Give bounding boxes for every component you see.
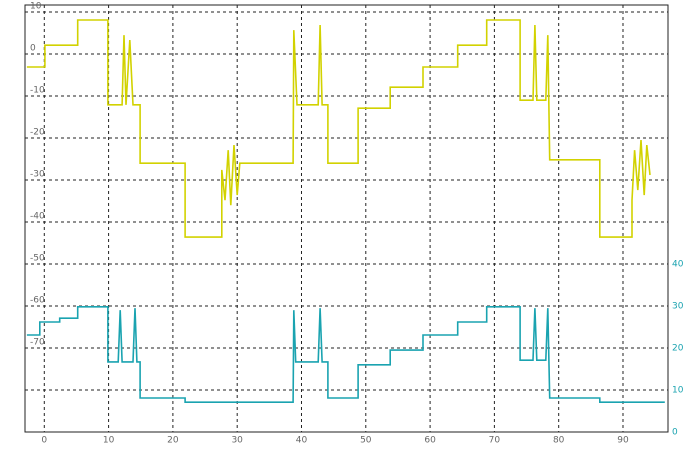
plot-frame	[24, 4, 669, 433]
x-tick-label: 10	[103, 436, 115, 446]
y2-tick-label: 10	[672, 386, 684, 396]
x-tick-label: 90	[617, 436, 629, 446]
series-line	[26, 306, 665, 403]
x-tick-label: 30	[231, 436, 243, 446]
x-tick-label: 70	[489, 436, 501, 446]
x-tick-label: 60	[424, 436, 436, 446]
x-tick-label: 40	[296, 436, 308, 446]
y-tick-label: -10	[30, 86, 45, 96]
y-tick-label: 10	[30, 2, 42, 12]
y-tick-label: -50	[30, 254, 45, 264]
y-tick-label: 0	[30, 44, 36, 54]
y-tick-label: -70	[30, 338, 45, 348]
x-tick-label: 20	[167, 436, 179, 446]
y2-tick-label: 20	[672, 344, 684, 354]
series-line	[26, 19, 651, 238]
y-tick-label: -40	[30, 212, 45, 222]
x-tick-label: 80	[553, 436, 565, 446]
y-tick-label: -20	[30, 128, 45, 138]
y2-tick-label: 40	[672, 260, 684, 270]
x-tick-label: 50	[360, 436, 372, 446]
y2-tick-label: 0	[672, 428, 678, 438]
y2-tick-label: 30	[672, 302, 684, 312]
y-tick-label: -30	[30, 170, 45, 180]
x-tick-label: 0	[41, 436, 47, 446]
y-tick-label: -60	[30, 296, 45, 306]
